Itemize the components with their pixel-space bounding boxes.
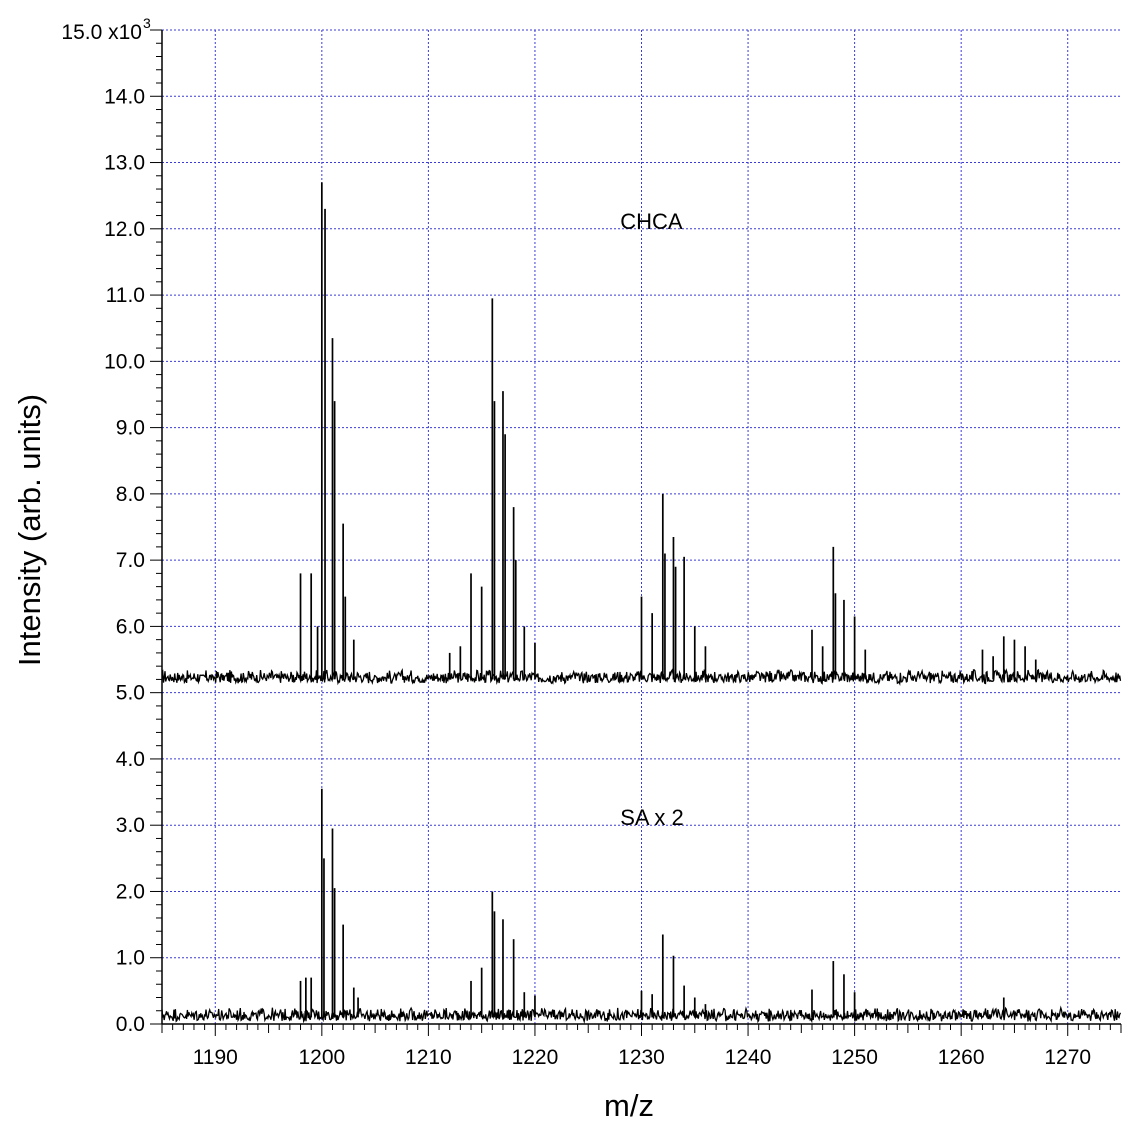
y-tick-label: 1.0 [116, 947, 145, 970]
y-tick-label: 9.0 [116, 417, 145, 440]
x-tick-label: 1230 [618, 1046, 665, 1069]
y-tick-label: 8.0 [116, 483, 145, 506]
y-tick-label: 10.0 [104, 350, 145, 373]
y-tick-label-top: 15.0 x10 [61, 21, 142, 44]
x-tick-label: 1190 [193, 1046, 238, 1069]
y-tick-label: 0.0 [116, 1013, 145, 1036]
x-tick-label: 1270 [1044, 1046, 1091, 1069]
x-tick-label: 1220 [512, 1046, 559, 1069]
spectra [161, 182, 1122, 1024]
y-scale-exponent: 3 [143, 15, 151, 31]
x-tick-label: 1260 [938, 1046, 985, 1069]
y-tick-label: 13.0 [104, 152, 145, 175]
series-label: SA x 2 [620, 805, 684, 830]
y-tick-label: 11.0 [106, 284, 145, 307]
gridlines [162, 29, 1121, 1025]
y-axis-title: Intensity (arb. units) [12, 394, 47, 666]
y-tick-label: 3.0 [116, 814, 145, 837]
series-label: CHCA [620, 209, 683, 234]
axes [150, 29, 1122, 1036]
y-tick-label: 5.0 [116, 682, 145, 705]
y-tick-label: 12.0 [104, 218, 145, 241]
y-tick-label: 2.0 [116, 880, 145, 903]
x-tick-label: 1240 [725, 1046, 772, 1069]
labels: CHCA SA x 2 0.0 1.0 2.0 3.0 4.0 5.0 6.0 7.0 8.0 9.0… [61, 15, 1091, 1069]
y-tick-label: 4.0 [116, 748, 145, 771]
y-tick-label: 7.0 [116, 549, 145, 572]
y-tick-label: 14.0 [104, 85, 145, 108]
x-axis-title: m/z [604, 1088, 654, 1121]
x-tick-label: 1210 [405, 1046, 452, 1069]
x-tick-label: 1200 [298, 1046, 345, 1069]
y-tick-label: 6.0 [116, 615, 145, 638]
x-tick-label: 1250 [831, 1046, 878, 1069]
